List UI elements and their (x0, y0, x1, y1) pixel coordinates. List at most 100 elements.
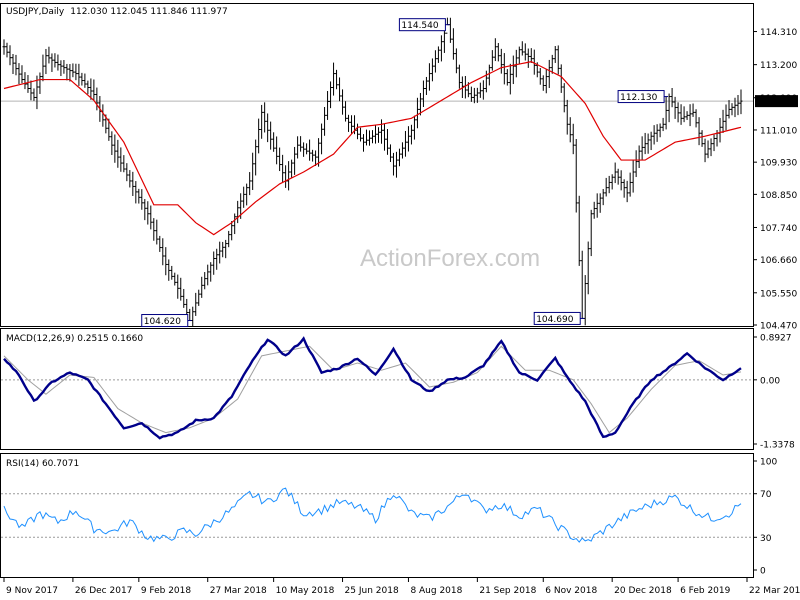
price-bar (113, 134, 117, 163)
price-bar (634, 150, 638, 178)
price-bar (517, 46, 521, 64)
price-bar (604, 177, 608, 197)
price-bar (451, 28, 455, 60)
x-tick-label: 21 Sep 2018 (479, 586, 536, 596)
price-bar (580, 250, 584, 319)
price-bar (418, 92, 422, 116)
price-bar (299, 136, 303, 152)
price-bar (275, 136, 279, 165)
x-tick-label: 25 Jun 2018 (345, 586, 399, 596)
annotation-box (533, 311, 581, 325)
moving-average-line (3, 61, 742, 236)
price-bar (475, 87, 479, 103)
x-tick-label: 26 Dec 2017 (75, 586, 132, 596)
price-bar (77, 63, 81, 86)
price-y-tick-label: 106.660 (760, 256, 797, 266)
price-bar (356, 123, 360, 140)
rsi-layer (1, 487, 753, 543)
price-bar (74, 63, 78, 81)
price-bar (385, 129, 389, 155)
price-bar (170, 265, 174, 280)
price-bar (284, 165, 288, 188)
price-bar (445, 17, 449, 34)
price-bar (59, 60, 63, 77)
price-bar (541, 75, 545, 91)
price-bar (616, 168, 620, 185)
price-bar (281, 154, 285, 183)
price-bar (173, 272, 177, 286)
price-bar (739, 89, 743, 115)
last-price-badge-text: 111.977 (759, 98, 796, 108)
price-bar (691, 103, 695, 117)
price-bar (41, 54, 45, 82)
macd-layer (1, 336, 753, 440)
price-bar (38, 72, 42, 94)
price-bar (263, 102, 267, 133)
price-bar (119, 147, 123, 172)
price-bar (523, 43, 527, 61)
price-bar (23, 72, 27, 90)
price-bar (511, 55, 515, 85)
price-bar (68, 64, 72, 82)
price-bar (227, 230, 231, 248)
price-bar (694, 109, 698, 128)
price-bar (724, 104, 728, 131)
price-bar (472, 87, 476, 104)
rsi-y-tick-label: 70 (760, 490, 772, 500)
price-bar (592, 201, 596, 219)
price-bar (400, 142, 404, 159)
price-bar (673, 96, 677, 119)
price-bar (574, 138, 578, 213)
price-bar (320, 123, 324, 155)
price-annotation: 112.130 (617, 90, 669, 104)
price-bar (110, 131, 114, 156)
price-bar (233, 213, 237, 235)
annotation-text: 112.130 (620, 93, 657, 103)
price-bar (487, 64, 491, 86)
price-bar (568, 117, 572, 143)
price-bar (373, 124, 377, 144)
price-bar (365, 129, 369, 146)
price-annotation: 104.690 (533, 311, 585, 325)
price-bar (601, 188, 605, 206)
price-bar (254, 139, 258, 176)
price-bar (368, 130, 372, 146)
price-bar (685, 111, 689, 120)
price-bar (496, 42, 500, 62)
price-annotation: 114.540 (398, 18, 450, 32)
price-bar (137, 188, 141, 204)
price-bar (314, 150, 318, 166)
x-tick-label: 10 May 2018 (276, 586, 335, 596)
price-bar (697, 117, 701, 146)
price-bar (347, 114, 351, 132)
price-bar (625, 180, 629, 203)
price-bar (547, 59, 551, 88)
x-tick-label: 27 Mar 2018 (210, 586, 267, 596)
price-bar (182, 288, 186, 308)
price-y-tick-label: 107.740 (760, 224, 797, 234)
price-bar (146, 201, 150, 225)
price-bar (649, 131, 653, 151)
price-bar (164, 247, 168, 276)
price-bar (44, 48, 48, 75)
macd-label: MACD(12,26,9) 0.2515 0.1660 (6, 334, 143, 344)
price-bar (499, 48, 503, 74)
price-bar (161, 238, 165, 266)
price-bar (589, 209, 593, 257)
price-bar (406, 126, 410, 152)
x-tick-label: 22 Mar 2019 (749, 586, 800, 596)
price-bar (631, 160, 635, 193)
price-bar (245, 183, 249, 206)
price-bar (134, 181, 138, 204)
macd-y-tick-label: 0.00 (760, 376, 780, 386)
price-bar (317, 138, 321, 167)
price-bar (35, 75, 39, 110)
price-bar (209, 262, 213, 282)
price-bar (362, 134, 366, 152)
price-bar (5, 42, 9, 58)
price-bar (71, 63, 75, 78)
price-bar (610, 174, 614, 190)
price-bar (89, 78, 93, 100)
price-y-tick-label: 114.310 (760, 28, 797, 38)
